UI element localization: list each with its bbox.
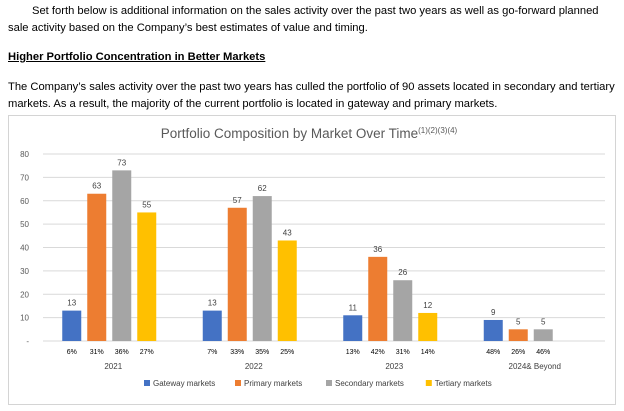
legend-swatch <box>235 380 241 386</box>
data-label: 13 <box>67 299 76 308</box>
data-label: 5 <box>541 317 546 326</box>
y-tick-label: 40 <box>20 244 29 253</box>
bar <box>418 312 438 341</box>
data-label: 11 <box>349 303 358 312</box>
share-label: 13% <box>346 349 360 356</box>
data-label: 36 <box>373 245 382 254</box>
y-tick-label: 60 <box>20 197 29 206</box>
category-label: 2021 <box>104 362 122 371</box>
y-tick-label: 70 <box>20 173 29 182</box>
chart-container: Portfolio Composition by Market Over Tim… <box>8 115 616 405</box>
share-label: 27% <box>140 349 154 356</box>
y-axis: - 10 20 30 40 50 60 70 80 <box>20 150 29 346</box>
data-label: 5 <box>516 317 521 326</box>
data-label: 13 <box>208 299 217 308</box>
bar <box>393 280 413 341</box>
legend-label: Tertiary markets <box>435 379 492 388</box>
share-label: 35% <box>255 349 269 356</box>
section-paragraph: The Company’s sales activity over the pa… <box>8 81 615 110</box>
share-label: 31% <box>396 349 410 356</box>
data-label: 43 <box>283 228 292 237</box>
chart-title-superscript: (1)(2)(3)(4) <box>418 126 457 135</box>
chart-title: Portfolio Composition by Market Over Tim… <box>161 126 458 141</box>
share-label: 26% <box>511 349 525 356</box>
section-heading: Higher Portfolio Concentration in Better… <box>8 51 266 63</box>
share-label: 36% <box>115 349 129 356</box>
category-label: 2023 <box>385 362 403 371</box>
legend: Gateway markets Primary markets Secondary … <box>144 379 492 388</box>
bar <box>137 212 157 341</box>
share-label: 31% <box>90 349 104 356</box>
legend-label: Primary markets <box>244 379 302 388</box>
bar <box>112 170 132 341</box>
bar <box>508 329 528 341</box>
x-axis: 6% 31% 36% 27% 2021 7% 33% 35% 25% 2022 13% 42% 31% 1… <box>67 349 561 371</box>
share-label: 7% <box>207 349 217 356</box>
y-tick-label: 80 <box>20 150 29 159</box>
y-tick-label: - <box>26 337 29 346</box>
bar <box>202 310 222 341</box>
data-label: 26 <box>398 268 407 277</box>
share-label: 33% <box>230 349 244 356</box>
y-tick-label: 50 <box>20 220 29 229</box>
data-label: 12 <box>423 301 432 310</box>
share-label: 6% <box>67 349 77 356</box>
share-label: 46% <box>536 349 550 356</box>
data-label: 62 <box>258 184 267 193</box>
bar <box>87 193 107 341</box>
bar <box>252 196 272 341</box>
bar <box>277 240 297 341</box>
legend-label: Gateway markets <box>153 379 215 388</box>
legend-swatch <box>326 380 332 386</box>
gridlines <box>43 153 605 342</box>
legend-swatch <box>425 380 432 386</box>
y-tick-label: 10 <box>20 314 29 323</box>
share-label: 48% <box>486 349 500 356</box>
legend-swatch <box>144 380 150 386</box>
data-label: 73 <box>117 158 126 167</box>
bar <box>227 207 247 341</box>
data-label: 63 <box>92 182 101 191</box>
data-label: 9 <box>491 308 496 317</box>
category-label: 2024& Beyond <box>509 362 562 371</box>
intro-paragraph: Set forth below is additional informatio… <box>8 5 599 34</box>
y-tick-label: 20 <box>20 290 29 299</box>
data-label: 57 <box>233 196 242 205</box>
bar <box>483 319 503 341</box>
legend-label: Secondary markets <box>335 379 404 388</box>
share-label: 25% <box>280 349 294 356</box>
bar <box>368 256 388 341</box>
y-tick-label: 30 <box>20 267 29 276</box>
bar <box>533 329 553 341</box>
share-label: 42% <box>371 349 385 356</box>
bar <box>343 315 363 341</box>
category-label: 2022 <box>245 362 263 371</box>
bar <box>62 310 82 341</box>
bar-chart: Portfolio Composition by Market Over Tim… <box>20 126 605 388</box>
share-label: 14% <box>421 349 435 356</box>
data-label: 55 <box>142 200 151 209</box>
chart-title-text: Portfolio Composition by Market Over Tim… <box>161 126 418 141</box>
